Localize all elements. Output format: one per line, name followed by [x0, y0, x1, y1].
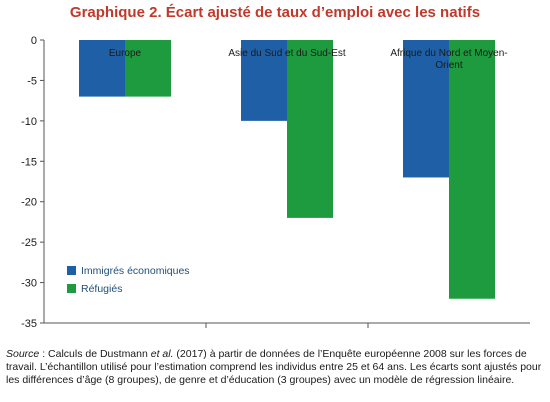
- chart-bars: [79, 40, 495, 299]
- y-tick-label: -35: [21, 318, 37, 330]
- source-text-1: : Calculs de Dustmann: [39, 348, 151, 360]
- bar: [449, 40, 495, 299]
- legend-label: Immigrés économiques: [81, 265, 190, 277]
- y-tick-label: 0: [31, 35, 37, 47]
- y-tick-label: -25: [21, 237, 37, 249]
- chart-title: Graphique 2. Écart ajusté de taux d’empl…: [69, 4, 481, 21]
- chart-legend: Immigrés économiques Réfugiés: [67, 265, 190, 295]
- y-tick-label: -20: [21, 197, 37, 209]
- source-label: Source: [6, 348, 40, 360]
- bar-chart: 0 -5 -10 -15 -20 -25 -30 -35 Europe Asie du Sud …: [21, 35, 530, 330]
- bar: [403, 40, 449, 178]
- category-label: Europe: [109, 48, 142, 59]
- legend-swatch: [67, 266, 76, 275]
- y-tick-label: -5: [27, 75, 37, 87]
- bar: [287, 40, 333, 218]
- bar: [125, 40, 171, 97]
- source-note: Source : Calculs de Dustmann et al. (201…: [6, 348, 542, 387]
- y-tick-label: -10: [21, 116, 37, 128]
- source-italic: et al.: [150, 348, 174, 360]
- legend-label: Réfugiés: [81, 283, 122, 295]
- legend-swatch: [67, 284, 76, 293]
- chart-axes: 0 -5 -10 -15 -20 -25 -30 -35: [21, 35, 530, 330]
- source-text-2: (2017) à partir de données de l’Enquête …: [6, 348, 542, 386]
- y-tick-label: -30: [21, 278, 37, 290]
- bar: [79, 40, 125, 97]
- category-label: Asie du Sud et du Sud-Est: [228, 48, 346, 59]
- category-label: Afrique du Nord et Moyen-Orient: [390, 48, 507, 71]
- bar: [241, 40, 287, 121]
- y-tick-label: -15: [21, 156, 37, 168]
- category-labels: Europe Asie du Sud et du Sud-Est Afrique d…: [109, 48, 508, 71]
